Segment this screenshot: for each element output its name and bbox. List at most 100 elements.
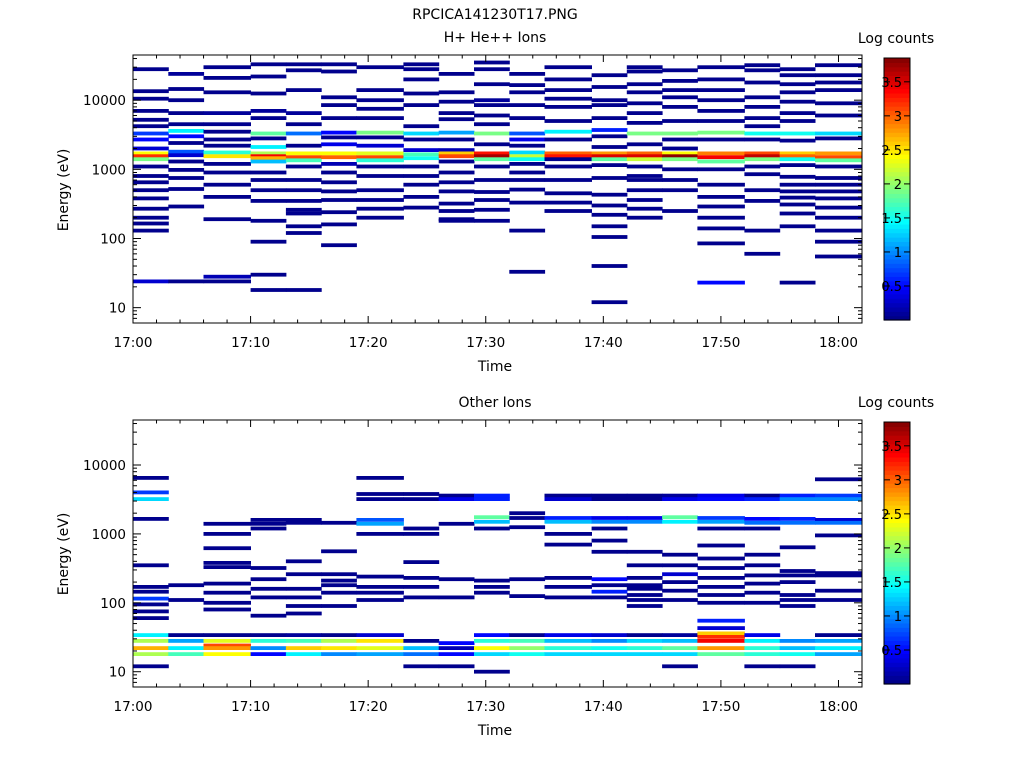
y-axis-label: Energy (eV) [56,149,72,232]
spectrogram-cell [321,130,357,135]
spectrogram-cell [203,607,251,612]
spectrogram-cell [626,633,663,637]
spectrogram-cell [403,67,440,72]
spectrogram-cell [815,254,863,259]
spectrogram-cell [815,196,863,201]
spectrogram-cell [285,586,322,591]
spectrogram-cell [509,511,546,516]
spectrogram-cell [744,105,781,109]
spectrogram-cell [591,212,628,217]
spectrogram-cell [744,600,781,605]
spectrogram-cell [779,520,816,525]
colorbar-segment [884,649,910,655]
spectrogram-cell [626,549,663,554]
spectrogram-cell [285,639,322,643]
spectrogram-cell [626,69,663,74]
spectrogram-cell [403,595,440,600]
spectrogram-cell [744,664,781,669]
spectrogram-cell [626,639,663,643]
spectrogram-cell [744,164,781,169]
colorbar-label: Log counts [858,31,934,47]
spectrogram-cell [285,224,322,229]
spectrogram-cell [168,204,205,209]
spectrogram-cell [203,129,251,134]
colorbar-segment [884,267,910,273]
spectrogram-cell [815,646,863,650]
spectrogram-cell [321,189,357,194]
spectrogram-cell [133,497,169,501]
spectrogram-cell [474,669,510,674]
spectrogram-cell [626,174,663,178]
spectrogram-cell [815,158,863,163]
spectrogram-cell [626,519,663,524]
spectrogram-cell [591,235,628,239]
colorbar-segment [884,237,910,242]
colorbar-segment [884,496,910,502]
spectrogram-cell [250,199,287,203]
spectrogram-cell [591,176,628,180]
spectrogram-cell [285,178,322,182]
spectrogram-cell [509,652,546,656]
spectrogram-cell [474,131,510,136]
spectrogram-cell [203,532,251,536]
spectrogram-cell [356,155,404,160]
spectrogram-cell [744,154,781,159]
spectrogram-cell [544,191,592,196]
spectrogram-cell [203,561,251,565]
spectrogram-cell [697,593,745,597]
spectrogram-cell [662,79,698,83]
spectrogram-cell [285,559,322,564]
spectrogram-cell [321,222,357,227]
spectrogram-cell [544,542,592,547]
colorbar-segment [884,276,910,282]
spectrogram-cell [509,131,546,136]
spectrogram-cell [815,633,863,637]
colorbar-segment [884,452,910,458]
spectrogram-cell [250,652,287,656]
colorbar-segment [884,136,910,142]
spectrogram-cell [321,142,357,147]
spectrogram-cell [133,174,169,178]
spectrogram-cell [438,641,475,645]
spectrogram-cell [697,635,745,639]
spectrogram-cell [509,639,546,643]
spectrogram-cell [403,152,440,157]
spectrogram-cell [744,493,781,498]
spectrogram-cell [133,633,169,637]
colorbar-segment [884,171,910,177]
colorbar-segment [884,315,910,321]
spectrogram-cell [591,497,628,501]
spectrogram-cell [168,279,205,284]
spectrogram-cell [356,206,404,211]
spectrogram-cell [438,137,475,142]
spectrogram-cell [697,600,745,605]
spectrogram-cell [744,652,781,656]
spectrogram-cell [133,109,169,113]
spectrogram-cell [321,633,357,637]
spectrogram-cell [509,83,546,87]
spectrogram-cell [203,581,251,586]
spectrogram-cell [203,195,251,199]
spectrogram-cell [356,215,404,220]
spectrogram-cell [626,576,663,580]
spectrogram-cell [544,157,592,162]
spectrogram-cell [697,151,745,156]
spectrogram-cell [438,493,475,498]
spectrogram-cell [356,646,404,650]
y-tick-label: 10000 [83,458,126,474]
colorbar-segment [884,478,910,484]
spectrogram-cell [815,182,863,187]
spectrogram-cell [356,88,404,92]
spectrogram-cell [744,131,781,136]
colorbar-segment [884,592,910,598]
spectrogram-cell [285,231,322,235]
spectrogram-cell [250,218,287,223]
panel-h-he-ions: H+ He++ Ions 17:00 17:10 17:20 17:30 17:40 17… [56,30,934,375]
plot-frame [132,419,863,688]
colorbar-segment [884,280,910,286]
spectrogram-cell [250,151,287,156]
colorbar-segment [884,293,910,299]
spectrogram-cell [133,279,169,284]
spectrogram-cell [544,96,592,101]
spectrogram-cell [591,300,628,305]
